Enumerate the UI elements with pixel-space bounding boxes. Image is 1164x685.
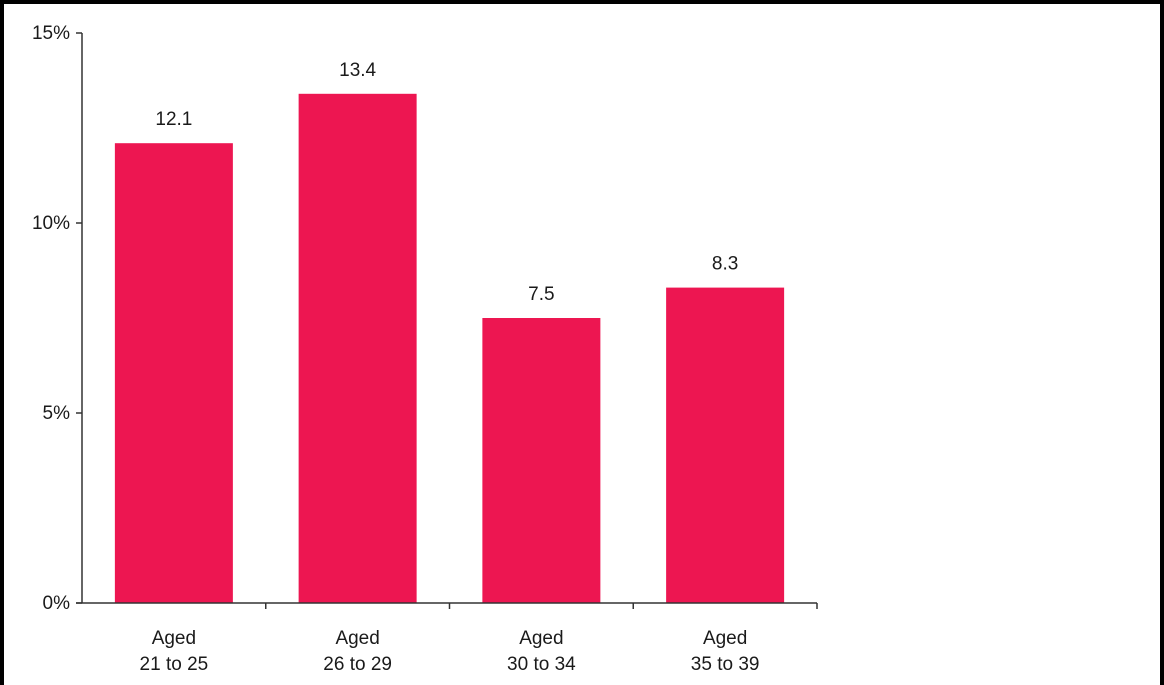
category-label: 21 to 25 (140, 654, 209, 675)
bar-value-label: 8.3 (712, 254, 738, 275)
category-label: Aged (335, 628, 379, 649)
bar (114, 143, 233, 603)
y-tick-label: 5% (43, 403, 71, 424)
bar-value-label: 13.4 (339, 60, 376, 81)
category-label: Aged (152, 628, 196, 649)
y-tick-label: 10% (32, 213, 70, 234)
bar (482, 318, 601, 603)
category-label: Aged (703, 628, 747, 649)
bar-value-label: 12.1 (155, 109, 192, 130)
bar (298, 93, 417, 604)
y-axis-ticks: 0% 5% 10% 15% (32, 23, 82, 614)
bar-value-label: 7.5 (528, 284, 554, 305)
category-label: 35 to 39 (691, 654, 760, 675)
category-label: 30 to 34 (507, 654, 576, 675)
y-tick-label: 0% (43, 593, 71, 614)
category-label: Aged (519, 628, 563, 649)
y-tick-label: 15% (32, 23, 70, 44)
category-label: 26 to 29 (323, 654, 392, 675)
bar (666, 287, 785, 603)
bars: 12.1 13.4 7.5 8.3 (114, 60, 785, 604)
x-axis-ticks: Aged 21 to 25 Aged 26 to 29 Aged 30 to 34 Aged… (140, 603, 818, 675)
